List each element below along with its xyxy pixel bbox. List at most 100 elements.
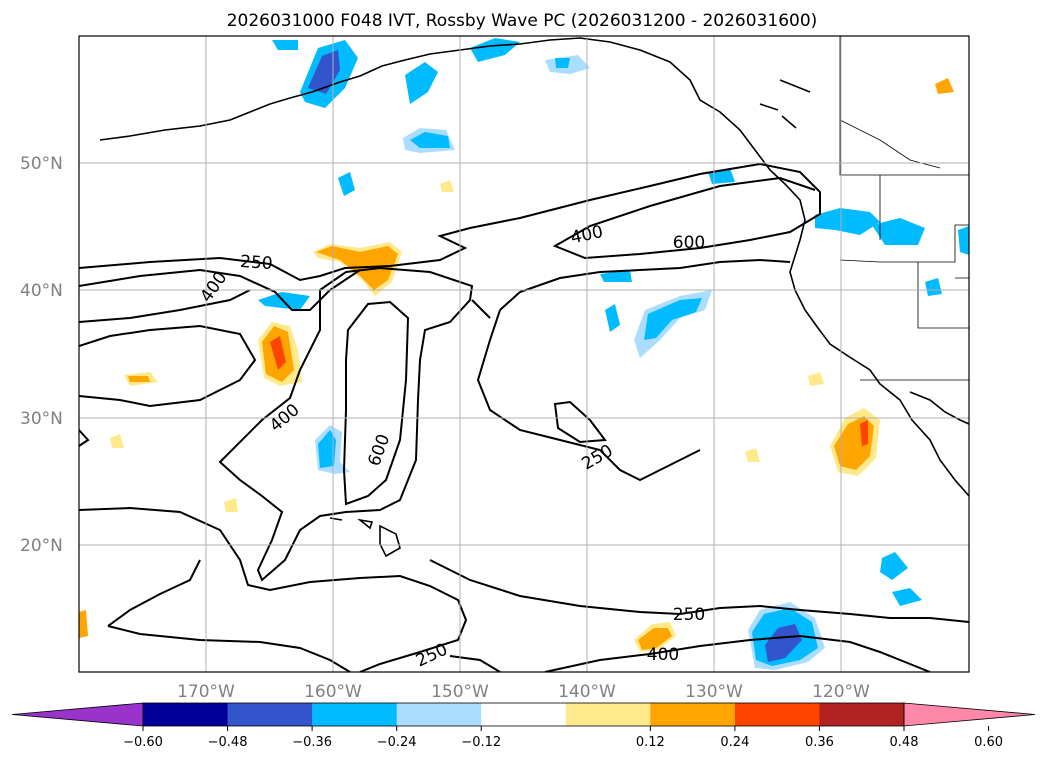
contour-250-small xyxy=(553,400,607,444)
lon-label-150w: 150°W xyxy=(431,682,489,702)
shade-patch-strong-negative xyxy=(765,624,802,662)
colorbar-tick-label: −0.60 xyxy=(123,735,163,750)
shade-patch-negative xyxy=(872,218,925,245)
colorbar-segment xyxy=(650,703,736,726)
colorbar-segment xyxy=(396,703,482,726)
shade-patch-negative xyxy=(318,430,336,468)
colorbar-tick-label: 0.12 xyxy=(636,735,665,750)
shade-patch-negative xyxy=(600,270,632,282)
shade-patch-weak-positive xyxy=(440,180,454,192)
lat-label-50n: 50°N xyxy=(20,154,63,174)
colorbar-segment xyxy=(565,703,651,726)
colorbar-tick-label: 0.24 xyxy=(720,735,749,750)
contour-400-se xyxy=(544,634,931,672)
shade-patch-positive xyxy=(79,610,88,638)
shade-patch-negative xyxy=(272,40,298,50)
coastline-islands xyxy=(759,79,811,129)
shade-patch-weak-positive xyxy=(110,434,124,448)
colorbar-tick-label: 0.48 xyxy=(890,735,919,750)
lon-label-170w: 170°W xyxy=(177,682,235,702)
contour-label: 250 xyxy=(239,252,273,274)
lon-label-130w: 130°W xyxy=(685,682,743,702)
colorbar-segment xyxy=(227,703,313,726)
shade-patch-strong-negative xyxy=(308,50,340,94)
shade-patch-negative xyxy=(892,588,922,606)
map-panel: 250 400 400 600 400 600 250 250 400 250 xyxy=(78,35,970,673)
lat-label-20n: 20°N xyxy=(20,536,63,556)
border-states-2 xyxy=(860,175,969,381)
contour-250-north xyxy=(79,162,821,282)
shade-patch-weak-positive xyxy=(745,448,760,462)
shade-patch-negative xyxy=(470,38,520,62)
figure-title: 2026031000 F048 IVT, Rossby Wave PC (202… xyxy=(227,11,818,31)
colorbar-frame xyxy=(142,702,905,727)
contour-400-north xyxy=(79,268,361,311)
colorbar-tick-label: −0.24 xyxy=(377,735,417,750)
coastline-gulf-california xyxy=(909,391,969,425)
map-frame xyxy=(78,35,970,673)
shade-patch-positive xyxy=(638,628,672,650)
shade-patch-negative xyxy=(338,172,355,196)
colorbar-tick-label: −0.36 xyxy=(292,735,332,750)
colorbar-extend-min xyxy=(11,702,144,727)
lon-label-120w: 120°W xyxy=(812,682,870,702)
contour-400-west xyxy=(79,289,251,323)
colorbar-tick-label: −0.48 xyxy=(208,735,248,750)
contour-label: 250 xyxy=(673,605,705,625)
shade-patch-strong-positive xyxy=(270,336,286,370)
contour-250-inner xyxy=(476,309,701,482)
shade-patch-negative xyxy=(815,208,880,235)
shade-patch-strong-positive xyxy=(860,420,868,446)
contour-label: 400 xyxy=(647,645,679,665)
shade-patch-weak-positive xyxy=(808,372,824,386)
colorbar-tick-label: 0.60 xyxy=(974,735,1003,750)
shade-patch-negative xyxy=(644,298,702,340)
lat-label-40n: 40°N xyxy=(20,281,63,301)
border-canada-us xyxy=(839,36,969,176)
colorbar-segment xyxy=(143,703,229,726)
contour-link xyxy=(471,299,491,319)
shade-patch-negative xyxy=(925,278,942,296)
colorbar-tick-label: −0.12 xyxy=(461,735,501,750)
shade-patch-negative xyxy=(555,58,570,68)
shade-patch-positive xyxy=(935,78,954,94)
political-borders xyxy=(839,36,969,381)
gridlines xyxy=(79,36,969,672)
latitude-labels: 50°N 40°N 30°N 20°N xyxy=(20,154,63,556)
contour-250-sw xyxy=(107,559,201,627)
contour-600-central xyxy=(342,300,410,506)
colorbar-segment xyxy=(481,703,567,726)
lon-label-160w: 160°W xyxy=(304,682,362,702)
coastline-aleutian xyxy=(99,43,521,141)
shade-patch-negative xyxy=(410,132,450,148)
contour-fragment xyxy=(79,429,90,447)
shade-patch-positive xyxy=(128,376,150,382)
contour-250-west xyxy=(79,324,257,408)
contour-250-south xyxy=(79,506,468,672)
border-states xyxy=(839,224,969,279)
shade-patch-weak-positive xyxy=(224,498,238,512)
contour-label: 600 xyxy=(673,233,705,253)
border-alaska-bc xyxy=(839,119,941,169)
coastlines xyxy=(99,37,969,558)
longitude-labels: 170°W 160°W 150°W 140°W 130°W 120°W xyxy=(177,682,870,702)
contour-250-sw-lower xyxy=(107,625,351,672)
colorbar-segment xyxy=(819,703,905,726)
map-background xyxy=(79,36,969,672)
coastline-north-america xyxy=(519,37,969,497)
colorbar-extend-max xyxy=(903,702,1036,727)
shade-patch-negative xyxy=(405,62,438,104)
lon-label-140w: 140°W xyxy=(558,682,616,702)
shade-patch-negative xyxy=(605,304,620,332)
contour-250-mid xyxy=(499,258,791,311)
shade-patch-negative xyxy=(958,226,969,255)
colorbar-tick-label: 0.36 xyxy=(805,735,834,750)
ivt-contours xyxy=(79,162,969,672)
contour-250-se xyxy=(429,559,969,623)
shade-patch-negative xyxy=(880,552,908,580)
colorbar-segment xyxy=(312,703,398,726)
colorbar: −0.60 −0.48 −0.36 −0.24 −0.12 0.12 0.24 0.36 0.4… xyxy=(11,702,1036,750)
lat-label-30n: 30°N xyxy=(20,409,63,429)
colorbar-segment xyxy=(734,703,820,726)
